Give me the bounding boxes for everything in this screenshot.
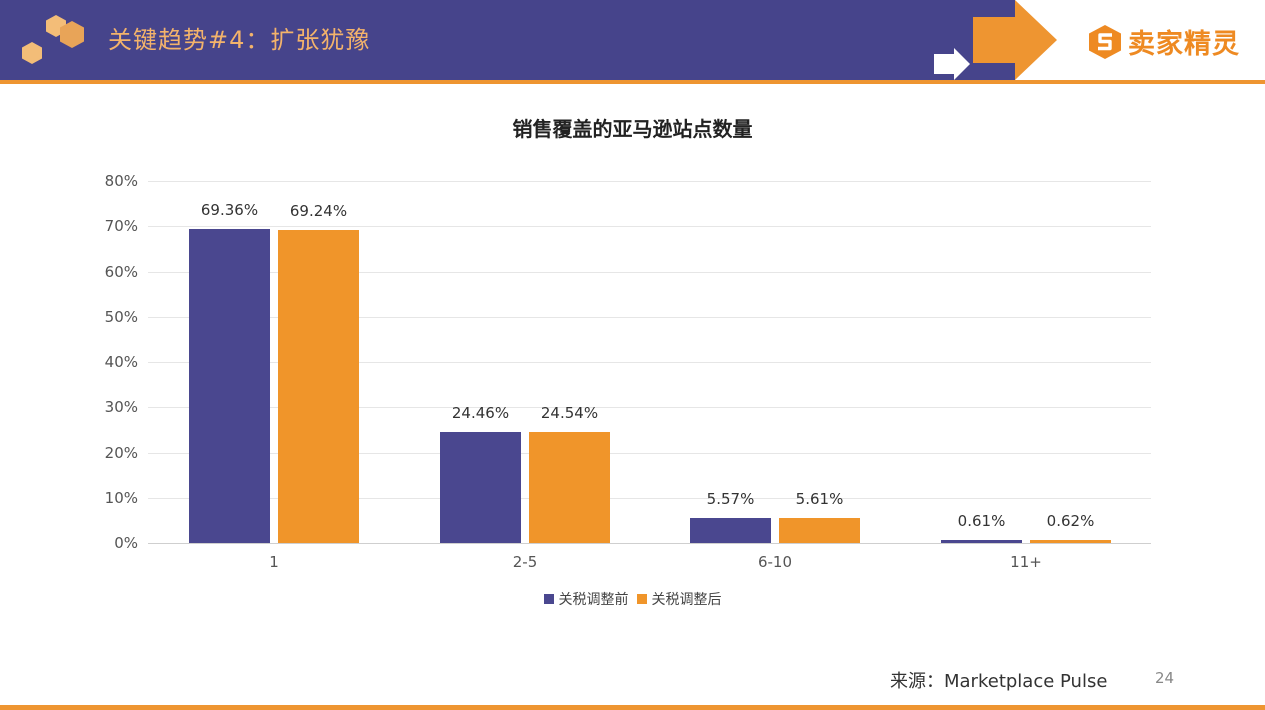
legend-item: 关税调整前: [543, 589, 629, 609]
s-hexagon-icon: [1089, 24, 1121, 59]
legend-swatch-icon: [636, 594, 647, 604]
gridline: [148, 407, 1151, 408]
data-label: 24.54%: [540, 404, 599, 422]
gridline: [148, 498, 1151, 499]
page-number: 24: [1155, 669, 1175, 687]
gridline: [148, 272, 1151, 273]
source-note: 来源：Marketplace Pulse: [890, 671, 1108, 692]
chart-title: 销售覆盖的亚马逊站点数量: [512, 117, 753, 141]
bar-1-series-1: [278, 230, 359, 543]
bar-2-5-series-1: [529, 432, 610, 543]
chart-legend: 关税调整前 关税调整后: [0, 589, 1265, 609]
bar-11+-series-0: [941, 540, 1022, 543]
header-band: [0, 0, 1015, 80]
data-label: 0.62%: [1046, 512, 1095, 530]
data-label: 69.24%: [289, 202, 348, 220]
bar-2-5-series-0: [440, 432, 521, 543]
brand-name: 卖家精灵: [1128, 29, 1240, 60]
data-label: 5.57%: [706, 490, 755, 508]
gridline: [148, 453, 1151, 454]
legend-swatch-icon: [543, 594, 554, 604]
gridline: [148, 362, 1151, 363]
gridline: [148, 181, 1151, 182]
slide-title: 关键趋势#4：扩张犹豫: [108, 26, 371, 54]
x-tick-label: 1: [269, 553, 279, 571]
x-tick-label: 6-10: [757, 553, 793, 571]
y-tick-label: 10%: [104, 489, 138, 507]
hexagon-cluster-icon: [22, 15, 84, 64]
slide-header: 关键趋势#4：扩张犹豫 卖家精灵: [0, 0, 1265, 80]
bar-6-10-series-0: [690, 518, 771, 543]
gridline: [148, 317, 1151, 318]
y-tick-label: 70%: [104, 217, 138, 235]
y-tick-label: 30%: [104, 398, 138, 416]
arrow-right-small-icon: [934, 48, 970, 80]
footer-divider: [0, 705, 1265, 710]
bar-6-10-series-1: [779, 518, 860, 543]
legend-label: 关税调整前: [558, 592, 629, 608]
bar-1-series-0: [189, 229, 270, 543]
y-tick-label: 50%: [104, 308, 138, 326]
x-tick-label: 11+: [1010, 553, 1042, 571]
data-label: 24.46%: [451, 404, 510, 422]
gridline: [148, 226, 1151, 227]
y-tick-label: 20%: [104, 444, 138, 462]
y-tick-label: 60%: [104, 263, 138, 281]
arrow-right-icon: [973, 0, 1057, 80]
x-axis-line: [148, 543, 1151, 544]
brand-logo: 卖家精灵: [1088, 22, 1240, 61]
legend-item: 关税调整后: [636, 589, 722, 609]
legend-label: 关税调整后: [651, 592, 722, 608]
y-tick-label: 0%: [114, 534, 138, 552]
y-tick-label: 80%: [104, 172, 138, 190]
x-tick-label: 2-5: [512, 553, 538, 571]
y-tick-label: 40%: [104, 353, 138, 371]
data-label: 69.36%: [200, 201, 259, 219]
data-label: 0.61%: [957, 512, 1006, 530]
header-divider: [0, 80, 1265, 84]
data-label: 5.61%: [795, 490, 844, 508]
bar-11+-series-1: [1030, 540, 1111, 543]
